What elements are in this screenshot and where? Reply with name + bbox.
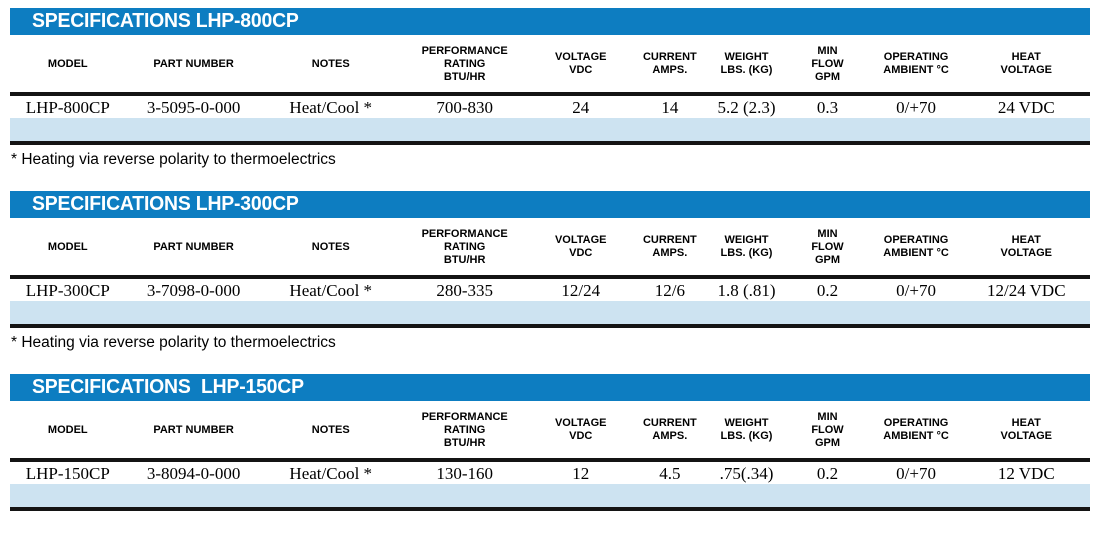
datasheet-page: SPECIFICATIONS LHP-800CP MODEL PART NUMB… [10,8,1090,511]
col-header-operating-ambient: OPERATING AMBIENT °C [883,51,949,77]
col-header-model: MODEL [47,57,88,70]
spec-table: MODEL PART NUMBER NOTES PERFORMANCE RATI… [10,218,1090,328]
col-header-min-flow: MIN FLOW GPM [811,227,844,266]
cell-model: LHP-150CP [25,463,110,483]
footnote: * Heating via reverse polarity to thermo… [11,334,336,351]
cell-current: 4.5 [659,463,681,483]
spec-table: MODEL PART NUMBER NOTES PERFORMANCE RATI… [10,35,1090,145]
cell-min-flow: 0.2 [816,463,839,483]
cell-heat-voltage: 12 VDC [997,463,1055,483]
cell-min-flow: 0.2 [816,280,839,300]
cell-current: 12/6 [654,280,685,300]
cell-part-number: 3-8094-0-000 [146,463,241,483]
cell-weight: .75(.34) [719,463,774,483]
cell-heat-voltage: 12/24 VDC [986,280,1066,300]
col-header-voltage: VOLTAGE VDC [554,234,607,260]
table-row: LHP-150CP 3-8094-0-000 Heat/Cool * 130-1… [10,461,1090,484]
cell-operating-ambient: 0/+70 [896,280,936,300]
cell-model: LHP-300CP [25,280,110,300]
cell-weight: 5.2 (2.3) [717,97,776,117]
spec-section-lhp-150cp: SPECIFICATIONS LHP-150CP MODEL PART NUMB… [10,374,1090,511]
col-header-min-flow: MIN FLOW GPM [811,410,844,449]
table-row: LHP-800CP 3-5095-0-000 Heat/Cool * 700-8… [10,95,1090,118]
col-header-voltage: VOLTAGE VDC [554,417,607,443]
col-header-weight: WEIGHT LBS. (KG) [720,417,773,443]
spec-table: MODEL PART NUMBER NOTES PERFORMANCE RATI… [10,401,1090,511]
cell-weight: 1.8 (.81) [717,280,776,300]
col-header-current: CURRENT AMPS. [642,51,697,77]
col-header-current: CURRENT AMPS. [642,417,697,443]
bottom-rule [10,507,1090,511]
col-header-current: CURRENT AMPS. [642,234,697,260]
header-row: MODEL PART NUMBER NOTES PERFORMANCE RATI… [10,401,1090,459]
cell-operating-ambient: 0/+70 [896,463,936,483]
cell-part-number: 3-5095-0-000 [146,97,241,117]
cell-model: LHP-800CP [25,97,110,117]
header-rule [10,274,1090,279]
footnote: * Heating via reverse polarity to thermo… [11,151,336,168]
col-header-min-flow: MIN FLOW GPM [811,44,844,83]
col-header-voltage: VOLTAGE VDC [554,51,607,77]
cell-notes: Heat/Cool * [289,97,373,117]
cell-notes: Heat/Cool * [289,280,373,300]
spec-section-lhp-300cp: SPECIFICATIONS LHP-300CP MODEL PART NUMB… [10,191,1090,352]
table-row: LHP-300CP 3-7098-0-000 Heat/Cool * 280-3… [10,278,1090,301]
spacer-row [10,117,1090,142]
col-header-heat-voltage: HEAT VOLTAGE [1000,234,1053,260]
col-header-operating-ambient: OPERATING AMBIENT °C [883,234,949,260]
cell-voltage: 12 [572,463,590,483]
col-header-weight: WEIGHT LBS. (KG) [720,234,773,260]
col-header-notes: NOTES [311,57,350,70]
bottom-rule [10,141,1090,145]
header-row: MODEL PART NUMBER NOTES PERFORMANCE RATI… [10,218,1090,276]
col-header-notes: NOTES [311,240,350,253]
col-header-performance-rating: PERFORMANCE RATING BTU/HR [421,410,508,449]
cell-performance-rating: 280-335 [436,280,493,300]
header-rule [10,91,1090,96]
section-title: SPECIFICATIONS LHP-150CP [32,376,304,398]
spacer-row [10,300,1090,325]
col-header-operating-ambient: OPERATING AMBIENT °C [883,417,949,443]
col-header-model: MODEL [47,240,88,253]
cell-current: 14 [661,97,679,117]
col-header-part-number: PART NUMBER [153,57,234,70]
section-title-bar: SPECIFICATIONS LHP-800CP [10,8,1090,35]
spec-section-lhp-800cp: SPECIFICATIONS LHP-800CP MODEL PART NUMB… [10,8,1090,169]
col-header-part-number: PART NUMBER [153,240,234,253]
cell-heat-voltage: 24 VDC [997,97,1055,117]
col-header-weight: WEIGHT LBS. (KG) [720,51,773,77]
section-title: SPECIFICATIONS LHP-300CP [32,193,299,215]
col-header-part-number: PART NUMBER [153,423,234,436]
bottom-rule [10,324,1090,328]
cell-performance-rating: 130-160 [436,463,493,483]
cell-operating-ambient: 0/+70 [896,97,936,117]
cell-voltage: 24 [572,97,590,117]
cell-min-flow: 0.3 [816,97,839,117]
header-row: MODEL PART NUMBER NOTES PERFORMANCE RATI… [10,35,1090,93]
section-title-bar: SPECIFICATIONS LHP-150CP [10,374,1090,401]
cell-voltage: 12/24 [561,280,601,300]
cell-part-number: 3-7098-0-000 [146,280,241,300]
spacer-row [10,483,1090,508]
col-header-performance-rating: PERFORMANCE RATING BTU/HR [421,44,508,83]
section-title: SPECIFICATIONS LHP-800CP [32,10,299,32]
cell-notes: Heat/Cool * [289,463,373,483]
header-rule [10,457,1090,462]
col-header-heat-voltage: HEAT VOLTAGE [1000,51,1053,77]
section-title-bar: SPECIFICATIONS LHP-300CP [10,191,1090,218]
col-header-performance-rating: PERFORMANCE RATING BTU/HR [421,227,508,266]
col-header-model: MODEL [47,423,88,436]
cell-performance-rating: 700-830 [436,97,493,117]
col-header-heat-voltage: HEAT VOLTAGE [1000,417,1053,443]
col-header-notes: NOTES [311,423,350,436]
